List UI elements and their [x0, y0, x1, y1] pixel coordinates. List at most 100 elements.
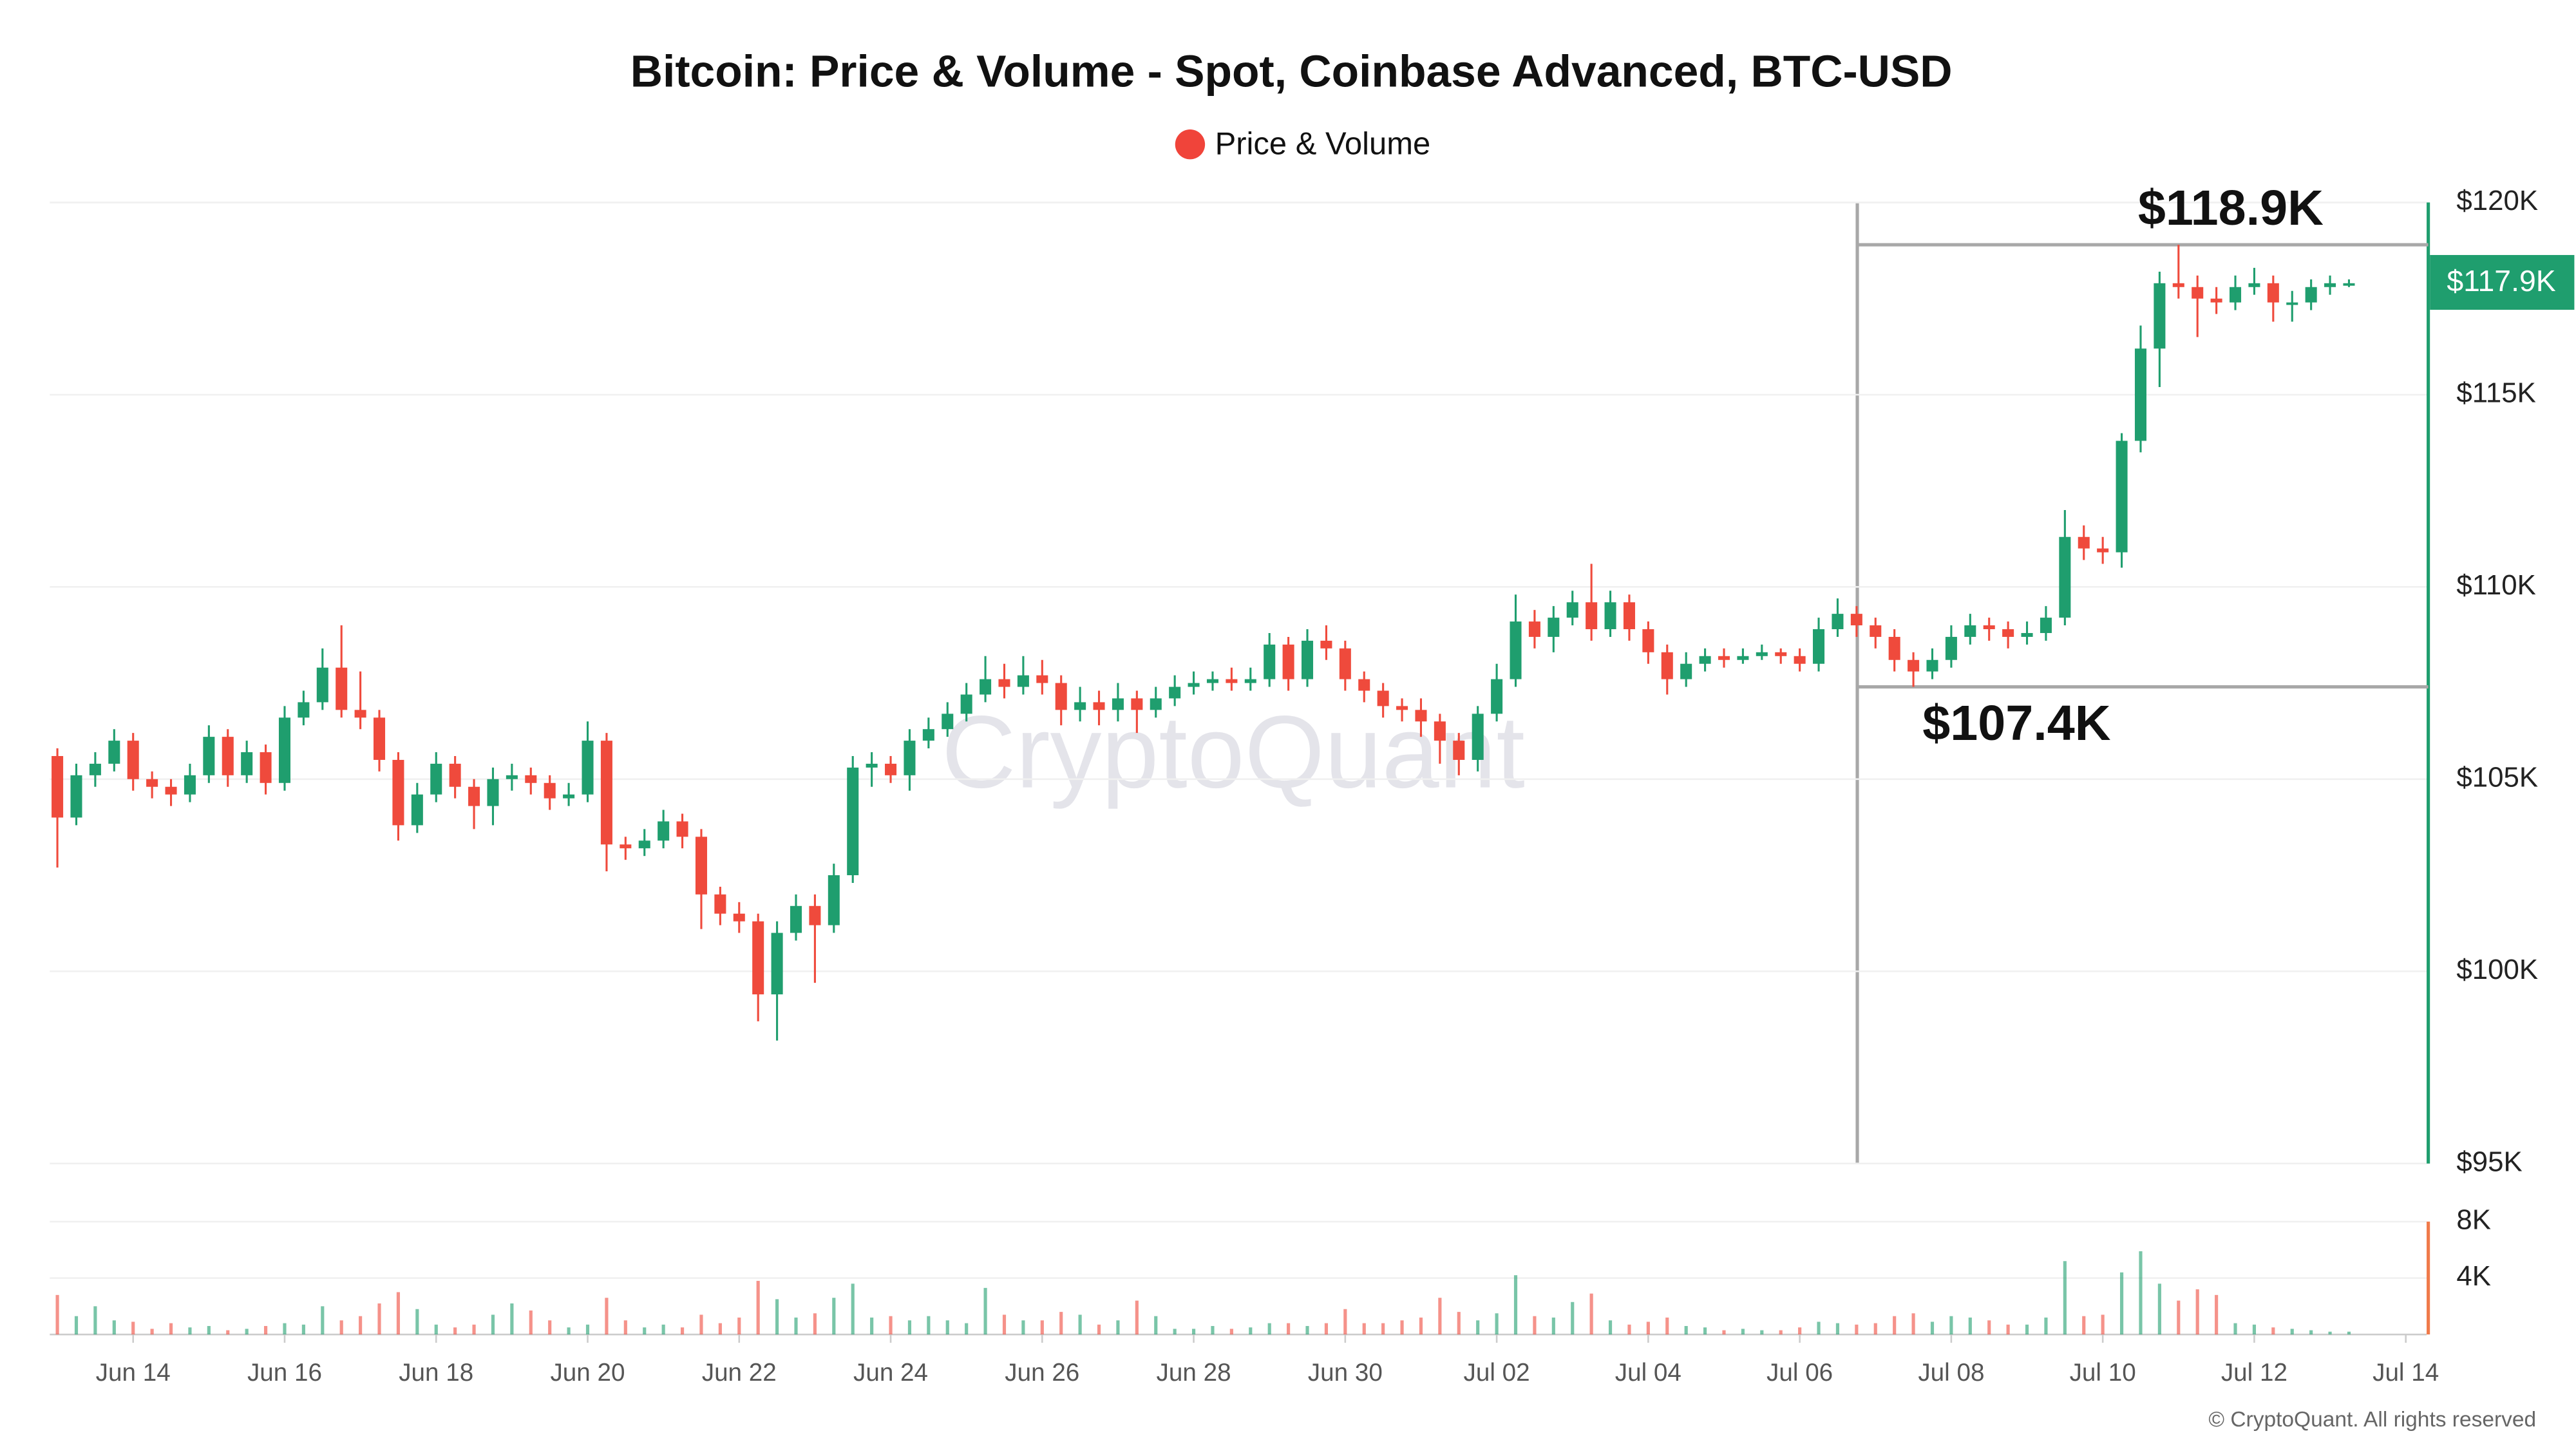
- candle-body: [336, 667, 348, 710]
- volume-bar: [1097, 1324, 1101, 1335]
- volume-bar: [756, 1280, 760, 1335]
- x-tick-label: Jun 14: [96, 1359, 171, 1387]
- volume-bar: [1173, 1329, 1177, 1335]
- volume-bar: [1287, 1323, 1291, 1335]
- candle-body: [1093, 702, 1105, 710]
- candle-body: [260, 752, 272, 783]
- candle-body: [676, 821, 688, 837]
- volume-bar: [472, 1324, 476, 1335]
- candle-body: [582, 741, 594, 795]
- volume-bar: [1987, 1320, 1991, 1335]
- volume-bar: [1722, 1330, 1726, 1335]
- candle-body: [146, 779, 158, 787]
- volume-bar: [1438, 1298, 1442, 1335]
- volume-bar: [794, 1317, 798, 1335]
- legend-label: Price & Volume: [1215, 127, 1431, 162]
- volume-bar: [1305, 1326, 1309, 1335]
- candle-body: [1453, 741, 1465, 760]
- candle-body: [1623, 602, 1635, 630]
- volume-bar: [1835, 1323, 1840, 1335]
- volume-bar: [1078, 1314, 1082, 1335]
- candle-body: [620, 844, 632, 849]
- volume-bar: [2139, 1251, 2143, 1335]
- volume-bar: [1229, 1329, 1233, 1335]
- candle-body: [885, 763, 897, 775]
- candle-body: [2172, 283, 2184, 287]
- candle-body: [1358, 679, 1370, 691]
- candle-body: [1718, 656, 1730, 660]
- candle-body: [1813, 629, 1825, 664]
- candle-body: [790, 905, 802, 933]
- volume-bar: [131, 1321, 135, 1335]
- volume-bar: [1021, 1320, 1025, 1335]
- price-tag: [2430, 254, 2575, 310]
- volume-bar: [1154, 1316, 1158, 1335]
- candle-body: [1566, 602, 1578, 618]
- candle-body: [52, 755, 64, 818]
- candle-body: [1131, 698, 1143, 710]
- candle-body: [2286, 302, 2298, 305]
- candle-body: [904, 741, 916, 775]
- candle-body: [1415, 710, 1427, 722]
- volume-bar: [1135, 1300, 1139, 1335]
- candle-body: [1301, 640, 1314, 679]
- volume-bar: [1191, 1329, 1196, 1335]
- candle-body: [203, 737, 215, 775]
- candle-body: [184, 775, 196, 795]
- candle-body: [1964, 625, 1976, 637]
- candle-body: [1586, 602, 1598, 630]
- volume-bar: [1267, 1323, 1271, 1335]
- candle-body: [1983, 625, 1995, 630]
- volume-bar: [359, 1316, 363, 1335]
- candle-body: [2210, 298, 2222, 303]
- candle-body: [430, 763, 442, 795]
- candle-body: [1244, 679, 1256, 683]
- watermark: CryptoQuant: [942, 694, 1525, 810]
- candle-body: [2040, 618, 2052, 633]
- candle-body: [2267, 283, 2279, 303]
- volume-bar: [2025, 1324, 2029, 1335]
- volume-bar: [74, 1316, 79, 1335]
- candle-body: [1036, 675, 1048, 683]
- volume-bar: [1419, 1317, 1423, 1335]
- candle-body: [1680, 663, 1692, 679]
- candle-body: [2021, 632, 2033, 637]
- candle-body: [1377, 690, 1389, 706]
- candle-body: [1888, 636, 1900, 660]
- volume-bar: [1059, 1312, 1063, 1335]
- volume-bar: [1949, 1316, 1953, 1335]
- y-tick-label: $105K: [2456, 761, 2538, 793]
- candle-body: [298, 702, 310, 718]
- volume-bar: [1343, 1309, 1347, 1335]
- volume-bar: [55, 1294, 59, 1335]
- candle-body: [1339, 648, 1351, 679]
- candle-body: [1264, 644, 1276, 679]
- x-tick-label: Jul 04: [1615, 1359, 1681, 1387]
- volume-bar: [1495, 1313, 1499, 1335]
- volume-bar: [2328, 1331, 2332, 1335]
- volume-bar: [283, 1323, 287, 1335]
- volume-bar: [1533, 1316, 1537, 1335]
- x-tick-label: Jul 08: [1918, 1359, 1984, 1387]
- volume-bar: [1571, 1302, 1575, 1335]
- volume-bar: [1930, 1321, 1935, 1335]
- candle-body: [638, 840, 650, 849]
- volume-bar: [832, 1298, 836, 1335]
- candle-body: [1604, 602, 1616, 630]
- candle-body: [1737, 656, 1749, 660]
- volume-bar: [2044, 1317, 2048, 1335]
- volume-bar: [889, 1316, 893, 1335]
- x-tick-label: Jun 20: [550, 1359, 625, 1387]
- x-tick-label: Jun 30: [1308, 1359, 1383, 1387]
- candle-body: [695, 837, 707, 895]
- x-tick-label: Jul 06: [1766, 1359, 1833, 1387]
- y2-tick-label: 8K: [2456, 1204, 2491, 1235]
- volume-bar: [1476, 1320, 1480, 1335]
- candle-body: [2059, 536, 2071, 618]
- candle-body: [1661, 652, 1673, 679]
- candle-body: [1945, 636, 1957, 660]
- candle-body: [2229, 287, 2242, 303]
- candle-body: [487, 779, 499, 806]
- y-tick-label: $120K: [2456, 185, 2538, 216]
- volume-bar: [169, 1323, 173, 1335]
